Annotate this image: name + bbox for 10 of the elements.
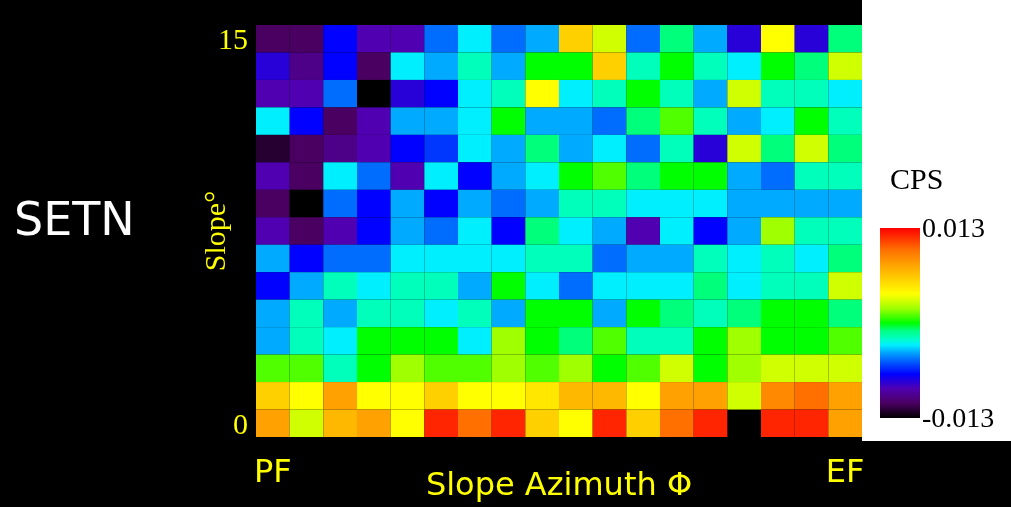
x-tick-label: PF [253,451,292,490]
color-bar-title: CPS [890,162,944,196]
color-bar-label: -0.013 [922,401,995,435]
y-axis-title: Slope° [197,190,231,272]
text: SETN [14,192,135,246]
x-tick-label: EF [825,451,865,490]
y-tick-label: 0 [233,406,248,440]
x-axis-title: Slope Azimuth Φ [425,465,693,503]
y-tick-label: 15 [218,22,248,56]
color-bar-label: 0.013 [922,211,985,245]
